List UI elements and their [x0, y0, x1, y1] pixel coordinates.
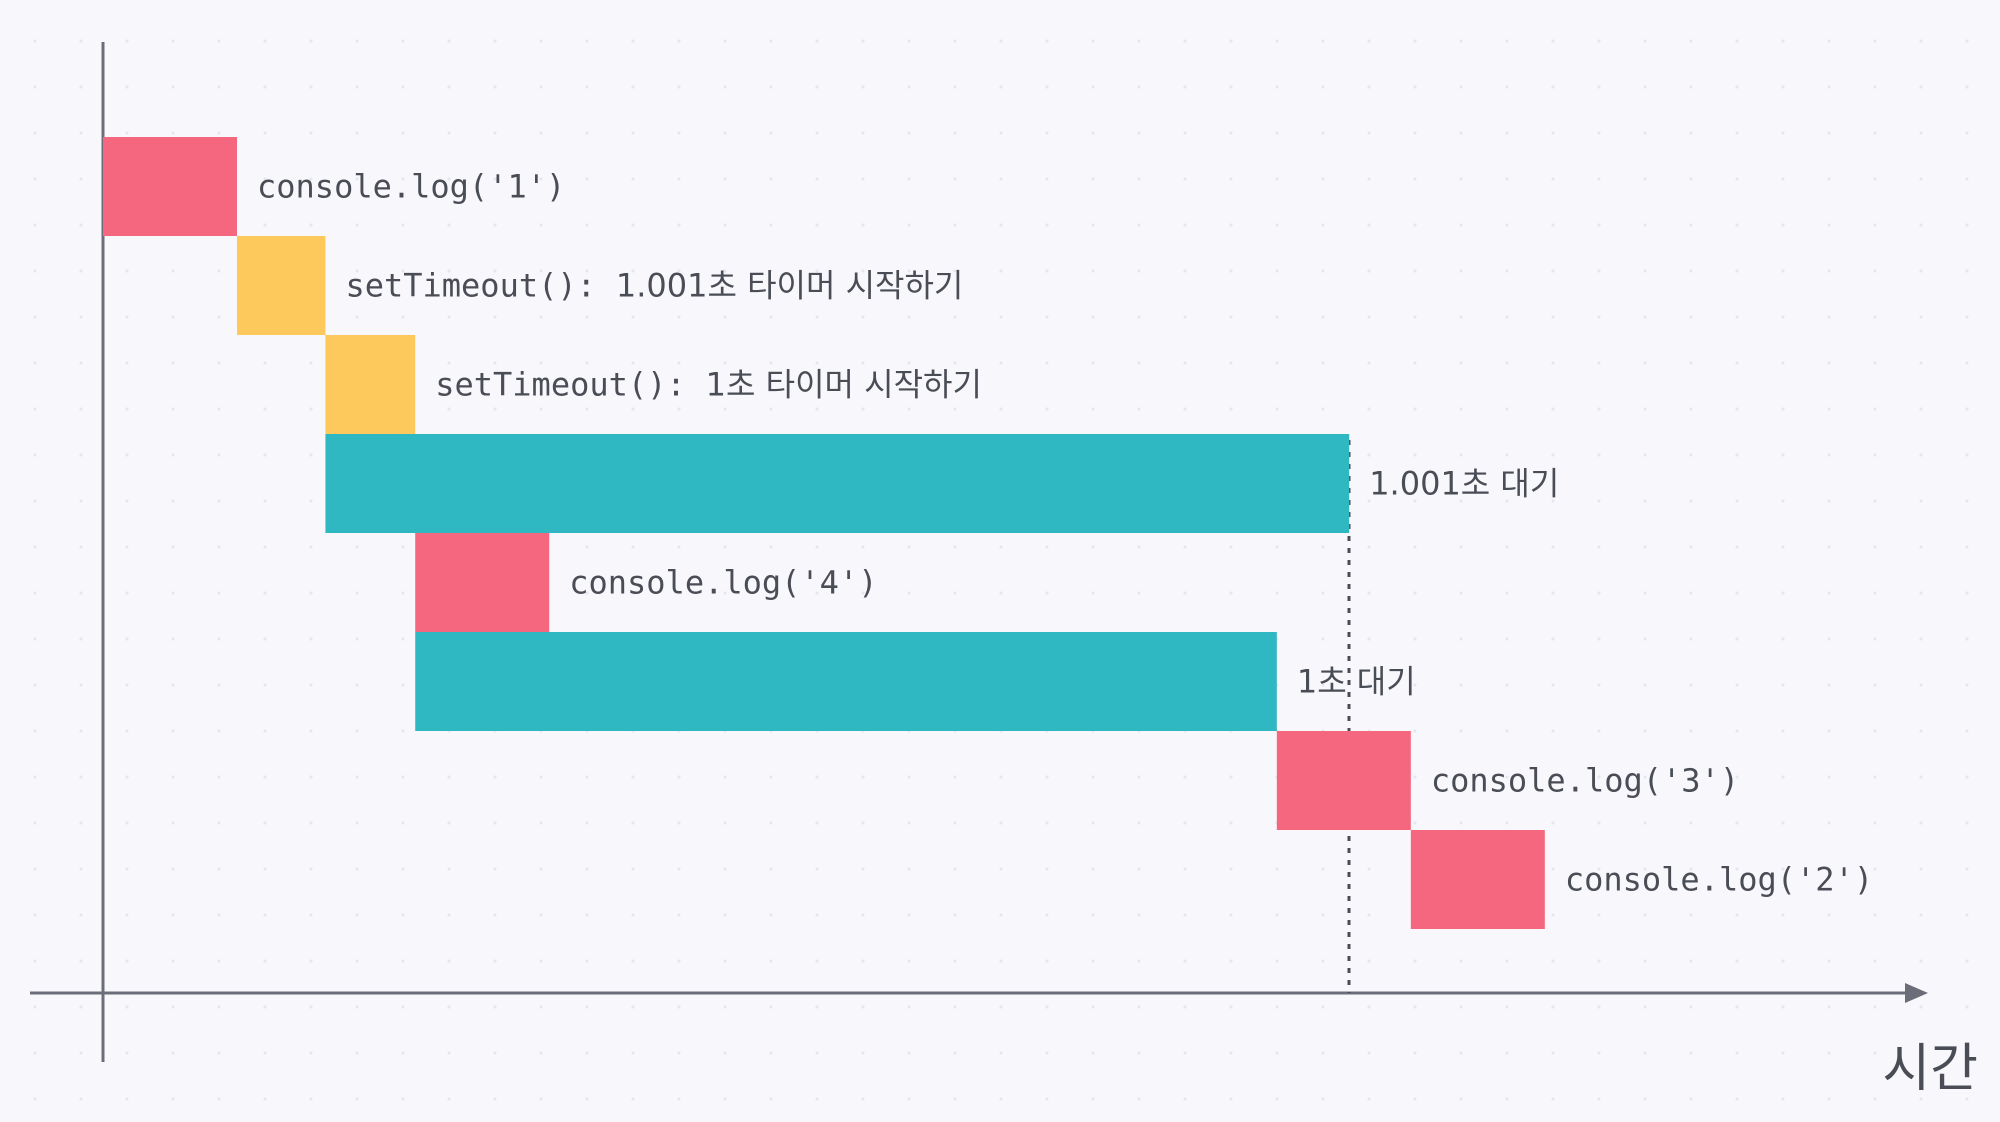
- row-label-3: setTimeout(): 1초 타이머 시작하기: [435, 366, 982, 404]
- log-block-5: [415, 533, 550, 632]
- log-block-8: [1410, 830, 1545, 929]
- row-label-6: 1초 대기: [1297, 663, 1416, 701]
- x-axis-arrowhead: [1905, 983, 1928, 1003]
- row-code-label-3: setTimeout():: [435, 366, 685, 404]
- row-label-8: console.log('2'): [1565, 861, 1873, 899]
- timer-block-2: [237, 236, 326, 335]
- row-label-1: console.log('1'): [257, 168, 565, 206]
- row-text-label-6: 1초 대기: [1297, 663, 1416, 701]
- row-code-label-1: console.log('1'): [257, 168, 565, 206]
- row-label-2: setTimeout(): 1.001초 타이머 시작하기: [345, 267, 963, 305]
- wait-block-6: [415, 632, 1277, 731]
- timer-block-3: [325, 335, 416, 434]
- row-label-7: console.log('3'): [1431, 762, 1739, 800]
- row-code-label-2: setTimeout():: [345, 267, 595, 305]
- log-block-1: [103, 137, 237, 236]
- row-code-label-8: console.log('2'): [1565, 861, 1873, 899]
- row-code-label-5: console.log('4'): [569, 564, 877, 602]
- row-text-label-2: 1.001초 타이머 시작하기: [616, 267, 963, 305]
- rows-layer: console.log('1') setTimeout(): 1.001초 타이머 …: [103, 137, 1873, 929]
- row-text-label-3: 1초 타이머 시작하기: [706, 366, 982, 404]
- row-label-5: console.log('4'): [569, 564, 877, 602]
- log-block-7: [1276, 731, 1411, 830]
- row-label-4: 1.001초 대기: [1369, 465, 1559, 503]
- wait-block-4: [325, 434, 1350, 533]
- row-code-label-7: console.log('3'): [1431, 762, 1739, 800]
- x-axis-label: 시간: [1882, 1039, 1978, 1099]
- row-text-label-4: 1.001초 대기: [1369, 465, 1559, 503]
